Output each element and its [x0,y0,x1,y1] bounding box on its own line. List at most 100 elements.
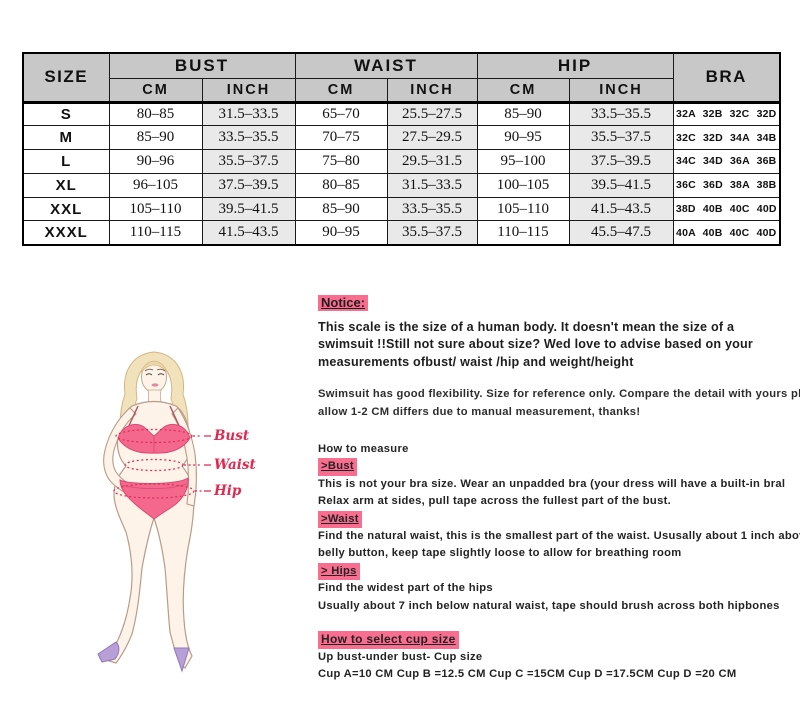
header-hip-cm: CM [476,77,570,104]
header-bra: BRA [672,52,781,104]
waist-measure-line [124,458,184,472]
bust-cm-cell: 96–105 [108,172,203,198]
bust-inch-cell: 31.5–33.5 [201,101,296,127]
hip-cm-cell: 110–115 [476,220,570,246]
bust-cm-cell: 105–110 [108,196,203,222]
flexibility-line: Swimsuit has good flexibility. Size for … [318,388,800,401]
waist-cm-cell: 70–75 [294,125,388,151]
bust-cm-cell: 110–115 [108,220,203,246]
table-row-m: M 85–90 33.5–35.5 70–75 27.5–29.5 90–95 … [22,125,781,151]
size-cell: XXL [22,196,110,222]
bust-measure-line [115,428,193,444]
hip-measure-line [113,483,195,499]
flexibility-line: allow 1-2 CM differs due to manual measu… [318,405,641,418]
size-chart-table: SIZE BUST WAIST HIP BRA CM INCH CM INCH … [22,52,781,246]
hips-instruction-line: Find the widest part of the hips [318,582,493,595]
bra-cell: 34C 34D 36A 36B [672,149,781,174]
table-row-s: S 80–85 31.5–33.5 65–70 25.5–27.5 85–90 … [22,101,781,127]
hip-inch-cell: 39.5–41.5 [568,172,674,198]
bra-cell: 38D 40B 40C 40D [672,196,781,222]
bust-inch-cell: 35.5–37.5 [201,149,296,174]
waist-cm-cell: 80–85 [294,172,388,198]
header-bust: BUST [108,52,296,79]
table-row-xxl: XXL 105–110 39.5–41.5 85–90 33.5–35.5 10… [22,196,781,222]
bust-instruction-line: This is not your bra size. Wear an unpad… [318,477,786,490]
bust-cm-cell: 85–90 [108,125,203,151]
bust-cm-cell: 80–85 [108,101,203,127]
waist-instruction-line: Find the natural waist, this is the smal… [318,530,800,543]
hip-cm-cell: 100–105 [476,172,570,198]
info-text-column: Notice: This scale is the size of a huma… [318,295,800,683]
figure-sketch: Bust Waist Hip [97,351,256,673]
waist-cm-cell: 90–95 [294,220,388,246]
hip-inch-cell: 33.5–35.5 [568,101,674,127]
hip-cm-cell: 85–90 [476,101,570,127]
notice-body-line: This scale is the size of a human body. … [318,320,735,334]
hips-instruction-line: Usually about 7 inch below natural waist… [318,599,780,612]
waist-heading: >Waist [318,510,362,529]
waist-inch-cell: 25.5–27.5 [386,101,478,127]
hip-inch-cell: 37.5–39.5 [568,149,674,174]
bra-cell: 32C 32D 34A 34B [672,125,781,151]
bust-heading: >Bust [318,458,357,476]
bra-cell: 36C 36D 38A 38B [672,172,781,198]
bust-inch-cell: 33.5–35.5 [201,125,296,151]
hip-inch-cell: 41.5–43.5 [568,196,674,222]
hip-cm-cell: 90–95 [476,125,570,151]
notice-heading: Notice: [318,295,369,311]
how-to-measure-section: How to measure >Bust This is not your br… [318,441,800,615]
header-waist-inch: INCH [386,77,478,104]
waist-inch-cell: 29.5–31.5 [386,149,478,174]
size-cell: L [22,149,110,174]
size-cell: XXXL [22,220,110,246]
bust-label: Bust [213,428,250,444]
waist-instruction-line: belly button, keep tape slightly loose t… [318,547,682,560]
notice-section: Notice: [318,295,796,311]
notice-body: This scale is the size of a human body. … [318,319,796,371]
hip-inch-cell: 35.5–37.5 [568,125,674,151]
header-waist: WAIST [294,52,478,79]
cup-size-heading: How to select cup size [318,631,459,649]
header-bust-cm: CM [108,77,203,104]
cup-size-section: How to select cup size Up bust-under bus… [318,631,796,683]
flexibility-note: Swimsuit has good flexibility. Size for … [318,386,800,421]
waist-cm-cell: 85–90 [294,196,388,222]
notice-body-line: measurements ofbust/ waist /hip and weig… [318,354,634,369]
bust-cm-cell: 90–96 [108,149,203,174]
waist-label: Waist [214,457,256,473]
bust-inch-cell: 41.5–43.5 [201,220,296,246]
cup-heading-row: How to select cup size [318,631,796,649]
size-cell: M [22,125,110,151]
size-cell: XL [22,172,110,198]
hips-heading: > Hips [318,562,360,581]
bust-inch-cell: 39.5–41.5 [201,196,296,222]
how-to-measure-heading: How to measure [318,443,409,456]
hip-inch-cell: 45.5–47.5 [568,220,674,246]
waist-inch-cell: 33.5–35.5 [386,196,478,222]
waist-cm-cell: 65–70 [294,101,388,127]
waist-inch-cell: 35.5–37.5 [386,220,478,246]
bust-instruction-line: Relax arm at sides, pull tape across the… [318,495,672,508]
bust-heading-row: >Bust [318,458,796,476]
bra-cell: 40A 40B 40C 40D [672,220,781,246]
table-row-xxxl: XXXL 110–115 41.5–43.5 90–95 35.5–37.5 1… [22,220,781,246]
waist-cm-cell: 75–80 [294,149,388,174]
bra-cell: 32A 32B 32C 32D [672,101,781,127]
waist-inch-cell: 27.5–29.5 [386,125,478,151]
hip-cm-cell: 105–110 [476,196,570,222]
size-cell: S [22,101,110,127]
hips-heading-row: > Hips [318,562,796,581]
body-figure-illustration: Bust Waist Hip [70,348,320,693]
header-hip: HIP [476,52,674,79]
waist-inch-cell: 31.5–33.5 [386,172,478,198]
header-hip-inch: INCH [568,77,674,104]
hip-label: Hip [213,483,242,499]
header-size: SIZE [22,52,110,104]
table-row-l: L 90–96 35.5–37.5 75–80 29.5–31.5 95–100… [22,149,781,174]
hip-cm-cell: 95–100 [476,149,570,174]
cup-size-line: Up bust-under bust- Cup size [318,650,483,663]
bust-inch-cell: 37.5–39.5 [201,172,296,198]
cup-size-line: Cup A=10 CM Cup B =12.5 CM Cup C =15CM C… [318,667,737,680]
table-row-xl: XL 96–105 37.5–39.5 80–85 31.5–33.5 100–… [22,172,781,198]
